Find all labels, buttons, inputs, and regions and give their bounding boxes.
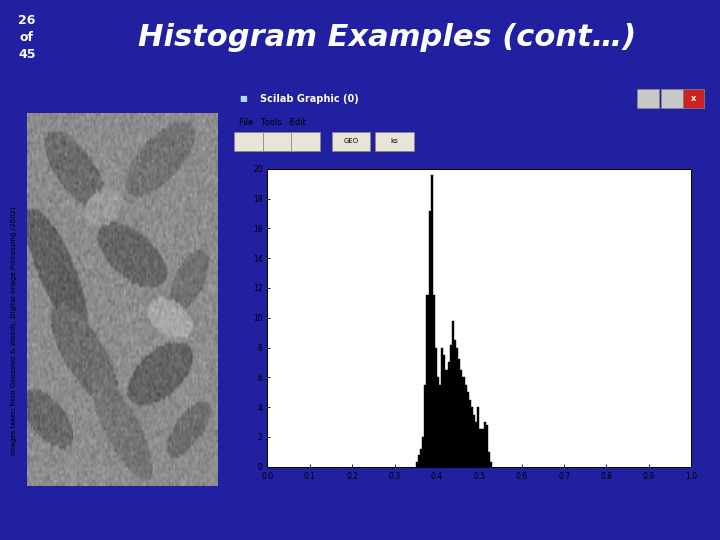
Bar — [484, 422, 486, 467]
Bar — [471, 407, 473, 467]
Bar — [431, 175, 433, 467]
Bar — [422, 437, 424, 467]
Text: Images taken from Gonzalez & Woods, Digital Image Processing (2002): Images taken from Gonzalez & Woods, Digi… — [10, 206, 17, 455]
Text: Scilab Graphic (0): Scilab Graphic (0) — [261, 93, 359, 104]
Bar — [482, 429, 484, 467]
Bar — [452, 321, 454, 467]
Bar — [490, 462, 492, 467]
Bar — [477, 407, 480, 467]
FancyBboxPatch shape — [661, 89, 683, 109]
Text: X: X — [691, 96, 696, 102]
FancyBboxPatch shape — [683, 89, 704, 109]
Text: ks: ks — [390, 138, 398, 144]
Bar — [458, 360, 460, 467]
Bar — [439, 385, 441, 467]
Bar — [450, 345, 452, 467]
Bar — [428, 211, 431, 467]
FancyBboxPatch shape — [292, 132, 320, 151]
Bar — [473, 415, 475, 467]
Bar — [460, 370, 462, 467]
Bar — [475, 422, 477, 467]
Text: ■: ■ — [239, 94, 247, 103]
FancyBboxPatch shape — [263, 132, 292, 151]
Bar — [444, 355, 446, 467]
FancyBboxPatch shape — [375, 132, 413, 151]
Bar — [448, 362, 450, 467]
Bar — [418, 455, 420, 467]
FancyBboxPatch shape — [332, 132, 371, 151]
Bar — [454, 340, 456, 467]
Bar — [441, 348, 444, 467]
Bar — [435, 348, 437, 467]
FancyBboxPatch shape — [637, 89, 659, 109]
Bar — [446, 370, 448, 467]
Bar — [462, 377, 464, 467]
Bar — [480, 429, 482, 467]
Bar — [469, 400, 471, 467]
Text: File   Tools   Edit: File Tools Edit — [239, 118, 306, 127]
Bar — [488, 452, 490, 467]
Bar — [424, 385, 426, 467]
Bar — [433, 295, 435, 467]
Text: GEO: GEO — [343, 138, 359, 144]
Text: 26
of
45: 26 of 45 — [18, 14, 36, 61]
Text: Histogram Examples (cont…): Histogram Examples (cont…) — [138, 23, 636, 52]
Bar — [426, 295, 428, 467]
Bar — [467, 392, 469, 467]
Bar — [420, 449, 422, 467]
FancyBboxPatch shape — [234, 132, 263, 151]
Bar — [437, 377, 439, 467]
Bar — [464, 385, 467, 467]
Bar — [456, 348, 458, 467]
Bar — [416, 462, 418, 467]
Bar — [486, 425, 488, 467]
